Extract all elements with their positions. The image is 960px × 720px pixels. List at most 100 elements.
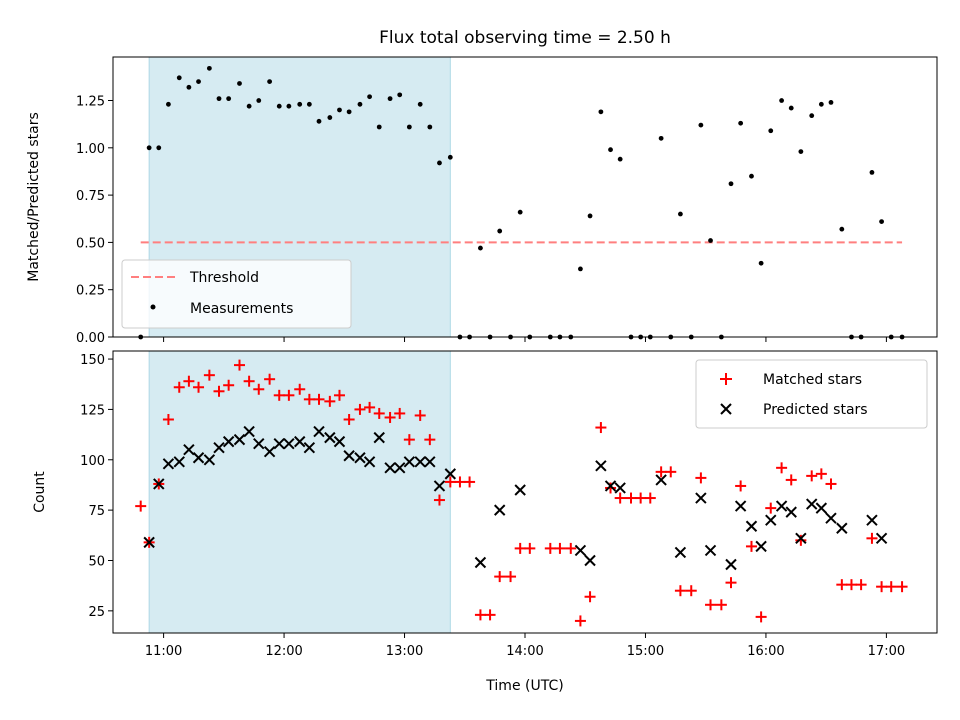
predicted-star-marker-b: [333, 435, 346, 448]
predicted-star-marker-b: [655, 474, 667, 486]
measurement-point: [196, 79, 201, 84]
predicted-star-marker-b: [825, 512, 837, 524]
measurement-point: [869, 170, 875, 175]
measurement-point: [397, 92, 403, 98]
predicted-star-marker: [765, 514, 777, 526]
measurement-point: [617, 156, 623, 162]
matched-star-marker: [223, 379, 235, 391]
measurement-point: [357, 101, 363, 107]
predicted-star-marker: [162, 458, 175, 470]
measurement-point: [237, 81, 242, 86]
matched-star-marker: [554, 542, 566, 554]
matched-star-marker: [333, 389, 345, 401]
measurement-point: [297, 101, 303, 107]
measurement-point: [176, 75, 182, 81]
measurement-point: [447, 154, 453, 160]
predicted-star-marker: [313, 425, 325, 438]
predicted-star-marker: [745, 520, 758, 532]
predicted-star-marker: [595, 460, 607, 472]
legend-measurements-label: Measurements: [190, 301, 293, 317]
predicted-star-marker-b: [604, 480, 617, 492]
matched-star-marker: [424, 434, 436, 446]
matched-star-marker: [735, 480, 747, 492]
predicted-star-marker-b: [755, 540, 767, 553]
predicted-star-marker-b: [815, 502, 828, 514]
predicted-star-marker: [806, 498, 818, 510]
predicted-star-marker-b: [273, 437, 285, 450]
matched-star-marker: [313, 393, 325, 405]
matched-star-marker: [655, 466, 667, 478]
matched-star-marker: [845, 579, 857, 591]
predicted-star-marker: [294, 435, 306, 448]
legend-matched-label: Matched stars: [763, 372, 862, 388]
matched-star-marker: [135, 500, 147, 512]
predicted-star-marker: [614, 482, 626, 494]
predicted-star-marker: [795, 532, 807, 545]
measurement-point: [327, 115, 333, 120]
measurement-points: [138, 65, 905, 340]
measurement-point: [316, 118, 322, 124]
measurement-point: [598, 109, 604, 115]
predicted-star-marker-b: [313, 425, 325, 438]
predicted-star-marker: [414, 456, 426, 468]
predicted-star-marker: [424, 456, 436, 468]
y-tick-label: 1.25: [76, 95, 105, 110]
matched-star-marker: [283, 389, 295, 401]
matched-star-marker: [484, 609, 496, 621]
predicted-star-marker: [243, 425, 255, 438]
matched-star-marker: [776, 462, 788, 474]
legend-predicted-label: Predicted stars: [763, 402, 868, 418]
predicted-star-marker: [403, 456, 416, 468]
matched-star-marker: [354, 403, 366, 415]
predicted-star-marker: [303, 441, 316, 454]
predicted-star-marker: [203, 454, 216, 466]
measurement-point: [749, 173, 754, 179]
matched-star-marker: [584, 591, 596, 603]
top-legend-box: [121, 259, 352, 329]
matched-stars-points: [135, 359, 908, 627]
measurement-point: [587, 213, 593, 219]
measurement-point: [698, 122, 704, 128]
matched-star-marker: [264, 373, 276, 385]
y-tick-label: 150: [80, 353, 105, 368]
predicted-star-marker: [394, 462, 406, 474]
matched-star-marker: [806, 470, 818, 482]
measurement-point: [427, 124, 433, 130]
x-tick-label: 11:00: [145, 644, 182, 659]
predicted-stars-points: [143, 425, 888, 571]
matched-star-marker: [765, 502, 777, 514]
predicted-star-marker-b: [243, 425, 255, 438]
predicted-star-marker: [655, 474, 667, 486]
matched-star-marker: [665, 466, 677, 478]
bottom-legend-box: [695, 359, 928, 429]
predicted-star-marker-b: [143, 536, 155, 549]
measurement-point: [246, 103, 252, 109]
predicted-star-marker-b: [674, 546, 687, 559]
measurement-point: [186, 84, 192, 90]
matched-star-marker: [433, 494, 445, 506]
predicted-star-marker-b: [354, 452, 366, 464]
predicted-star-marker-b: [373, 431, 385, 444]
legend-threshold-label: Threshold: [189, 270, 259, 286]
predicted-star-marker-b: [493, 504, 506, 516]
predicted-star-marker: [825, 512, 837, 524]
y-tick-label: 50: [88, 554, 105, 569]
y-tick-label: 0.00: [76, 331, 105, 346]
matched-star-marker: [253, 383, 265, 395]
predicted-star-marker: [183, 443, 195, 456]
y-tick-label: 0.50: [76, 236, 105, 251]
predicted-star-marker: [433, 480, 446, 492]
measurement-point: [497, 228, 503, 234]
y-tick-label: 1.00: [76, 142, 105, 157]
predicted-star-marker: [222, 435, 235, 448]
predicted-star-marker: [373, 431, 385, 444]
predicted-star-marker: [785, 506, 797, 518]
matched-star-marker: [614, 492, 626, 504]
matched-star-marker: [815, 468, 827, 480]
predicted-star-marker: [493, 504, 506, 516]
measurement-point: [216, 96, 222, 102]
matched-star-marker: [505, 571, 517, 583]
matched-star-marker: [343, 413, 355, 425]
measurement-point: [798, 149, 804, 154]
measurement-point: [879, 219, 884, 224]
